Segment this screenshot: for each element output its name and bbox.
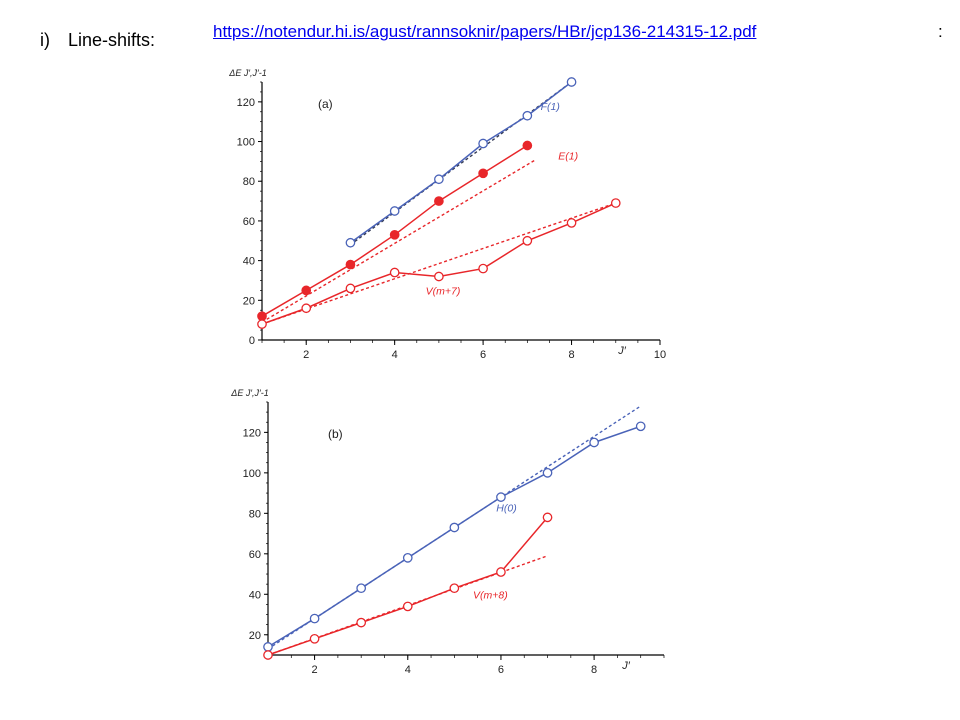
y-tick-label: 100	[237, 137, 255, 149]
data-point	[345, 237, 356, 248]
data-point	[610, 198, 621, 208]
data-point	[263, 642, 273, 652]
data-point	[542, 467, 553, 478]
x-tick-label: 8	[591, 664, 597, 676]
y-tick-label: 0	[249, 335, 255, 347]
x-axis-label: J′	[617, 345, 627, 357]
data-point	[449, 583, 460, 594]
data-point	[434, 196, 444, 206]
x-axis-label: J′	[621, 660, 631, 672]
series-fit-line	[261, 202, 617, 325]
y-tick-label: 120	[237, 97, 255, 109]
data-point	[309, 613, 320, 624]
data-point	[496, 492, 506, 502]
y-tick-label: 40	[249, 589, 261, 601]
heading-label: Line-shifts:	[68, 30, 156, 50]
x-tick-label: 8	[568, 349, 574, 361]
data-point	[301, 303, 312, 314]
series-line	[267, 425, 641, 648]
data-point	[478, 138, 488, 149]
y-tick-label: 60	[243, 216, 255, 228]
data-point	[389, 206, 400, 216]
panel-label: (b)	[328, 427, 343, 441]
series-label: H(0)	[496, 502, 516, 514]
series-fit-line	[350, 81, 572, 246]
data-point	[345, 283, 356, 294]
x-tick-label: 6	[480, 349, 486, 361]
data-point	[478, 263, 488, 274]
data-point	[301, 285, 312, 296]
data-point	[589, 437, 599, 448]
x-tick-label: 2	[312, 664, 318, 676]
paper-link[interactable]: https://notendur.hi.is/agust/rannsoknir/…	[213, 22, 757, 41]
y-tick-label: 100	[243, 468, 261, 480]
data-point	[402, 552, 413, 563]
x-tick-label: 4	[392, 349, 398, 361]
y-tick-label: 20	[249, 630, 261, 642]
y-tick-label: 20	[243, 295, 255, 307]
data-point	[542, 512, 553, 523]
data-point	[522, 235, 533, 246]
data-point	[402, 601, 413, 612]
data-point	[522, 110, 533, 121]
data-point	[257, 311, 267, 322]
data-point	[566, 77, 577, 87]
series-fit-line	[261, 158, 537, 323]
data-point	[478, 168, 488, 179]
data-point	[345, 259, 356, 270]
data-point	[389, 229, 400, 240]
x-tick-label: 10	[654, 349, 666, 361]
y-tick-label: 120	[243, 427, 261, 439]
y-tick-label: 80	[243, 176, 255, 188]
slide-heading: i) Line-shifts:	[40, 30, 155, 51]
chart-panel-1: 20 40 60 80 100 120 2 4 6 8 ΔE J′,J′-1 J′ (b) H(0) V(m…	[230, 388, 665, 676]
y-axis-label: ΔE J′,J′-1	[230, 388, 268, 398]
data-point	[257, 319, 267, 329]
series-label: E(1)	[558, 150, 578, 162]
data-point	[356, 583, 367, 594]
data-point	[309, 633, 320, 644]
data-point	[434, 174, 444, 185]
x-tick-label: 2	[303, 349, 309, 361]
data-point	[263, 650, 273, 660]
series-line	[267, 516, 549, 656]
data-point	[449, 522, 460, 533]
y-axis-label: ΔE J′,J′-1	[228, 68, 266, 78]
y-tick-label: 60	[249, 549, 261, 561]
series-line	[350, 81, 573, 244]
bullet-marker: i)	[40, 30, 50, 50]
x-tick-label: 4	[405, 664, 411, 676]
data-point	[522, 140, 533, 151]
data-point	[635, 421, 646, 432]
x-tick-label: 6	[498, 664, 504, 676]
series-label: V(m+8)	[473, 589, 508, 601]
data-point	[566, 218, 577, 228]
data-point	[389, 267, 400, 278]
panel-label: (a)	[318, 97, 333, 111]
data-point	[434, 271, 444, 282]
y-tick-label: 80	[249, 508, 261, 520]
series-label: F(1)	[541, 101, 560, 113]
chart-panel-0: 0 20 40 60 80 100 120 2 4 6 8 10 ΔE J′,J′-1 J′ (a) F(1)…	[228, 68, 666, 361]
y-tick-label: 40	[243, 256, 255, 268]
data-point	[496, 567, 506, 577]
data-point	[356, 617, 367, 628]
series-label: V(m+7)	[426, 285, 461, 297]
link-colon: :	[938, 22, 943, 41]
